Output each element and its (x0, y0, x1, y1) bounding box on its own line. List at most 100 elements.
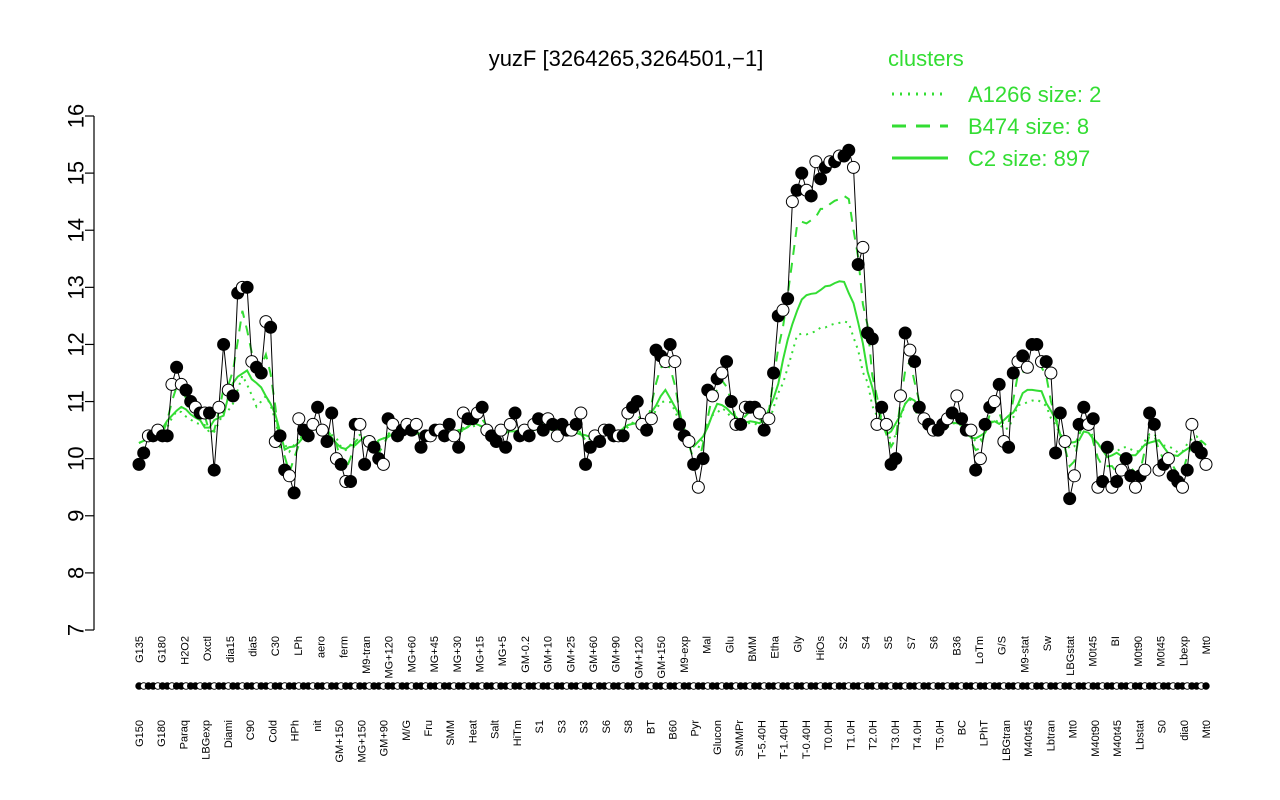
data-point (663, 337, 677, 351)
legend: clusters A1266 size: 2 B474 size: 8 C2 siz… (888, 46, 1101, 171)
data-point (442, 417, 456, 431)
data-point (842, 143, 856, 157)
x-tick-label: Mal (702, 636, 714, 654)
data-point (640, 423, 654, 437)
x-tick-label: B36 (951, 636, 963, 656)
data-point (1016, 349, 1030, 363)
x-tick-label: LPhT (979, 720, 991, 747)
data-point (950, 389, 964, 403)
x-tick-label: S4 (860, 636, 872, 649)
x-tick-label: HiTm (512, 720, 524, 746)
data-point (574, 406, 588, 420)
x-tick-label: M40t45 (1112, 720, 1124, 757)
data-point (1138, 463, 1152, 477)
data-point (264, 320, 278, 334)
x-tick-label: Pyr (690, 720, 702, 737)
x-tick-label: G/S (997, 636, 1009, 655)
data-point (969, 463, 983, 477)
x-tick-label: M9-exp (679, 636, 691, 673)
data-point (522, 429, 536, 443)
data-point (987, 395, 1001, 409)
x-axis-dots (135, 682, 1210, 690)
data-point (781, 292, 795, 306)
data-point (762, 412, 776, 426)
x-tick-label: HiOs (815, 636, 827, 661)
data-point (320, 435, 334, 449)
legend-entry: B474 size: 8 (968, 114, 1089, 139)
data-point (376, 457, 390, 471)
x-tick-label: Cold (267, 720, 279, 743)
data-point (1161, 452, 1175, 466)
data-point (1100, 440, 1114, 454)
x-tick-label: dia15 (225, 636, 237, 663)
data-point (673, 417, 687, 431)
data-point (1006, 366, 1020, 380)
x-tick-label: MG+60 (406, 636, 418, 672)
data-point (499, 440, 513, 454)
x-tick-label: aero (316, 636, 328, 658)
x-tick-label: Lbstat (1134, 720, 1146, 750)
data-point (306, 417, 320, 431)
x-tick-label: SMM (445, 720, 457, 746)
x-tick-label: S0 (1157, 720, 1169, 733)
data-point (1058, 435, 1072, 449)
data-point (964, 423, 978, 437)
data-point (503, 417, 517, 431)
data-point (945, 406, 959, 420)
x-tick-label: GM+10 (543, 636, 555, 672)
data-point (240, 280, 254, 294)
x-tick-label: Sw (1042, 636, 1054, 651)
x-tick-label: MG+120 (384, 636, 396, 679)
x-tick-label: G135 (134, 636, 146, 663)
x-tick-label: HPh (290, 720, 302, 741)
y-tick-label: 13 (64, 275, 89, 299)
data-point (757, 423, 771, 437)
x-tick-label: MG+45 (429, 636, 441, 672)
data-point (593, 435, 607, 449)
y-tick-label: 8 (64, 567, 89, 579)
x-tick-label: M40t90 (1090, 720, 1102, 757)
data-point (160, 429, 174, 443)
x-tick-label: S6 (929, 636, 941, 649)
x-tick-label: LoTm (974, 636, 986, 664)
data-point (875, 400, 889, 414)
data-point (447, 429, 461, 443)
x-tick-label: T4.0H (912, 720, 924, 750)
x-tick-label: T5.0H (934, 720, 946, 750)
x-tick-label: Etha (770, 635, 782, 659)
data-point (682, 435, 696, 449)
x-tick-label: BC (956, 720, 968, 735)
data-point (489, 435, 503, 449)
x-tick-label: Oxctl (202, 636, 214, 661)
x-tick-label: nit (312, 720, 324, 732)
x-tick-label: BT (645, 720, 657, 734)
data-point (644, 412, 658, 426)
data-point (1044, 366, 1058, 380)
x-tick-label: S8 (623, 720, 635, 733)
data-point (207, 463, 221, 477)
data-point (1063, 492, 1077, 506)
x-tick-label: LBGtran (1001, 720, 1013, 761)
data-point (668, 355, 682, 369)
data-point (367, 440, 381, 454)
data-point (752, 406, 766, 420)
x-tick-label: T1.0H (845, 720, 857, 750)
x-tick-label: S3 (556, 720, 568, 733)
x-axis-labels: G135 G180 H2O2 Oxctl dia15 dia5 C30 LPh aero ferm… (134, 635, 1213, 762)
x-tick-label: T2.0H (868, 720, 880, 750)
x-tick-label: MG+150 (356, 720, 368, 763)
legend-entry: A1266 size: 2 (968, 82, 1101, 107)
data-point (226, 389, 240, 403)
data-point (292, 412, 306, 426)
x-tick-label: LPh (293, 636, 305, 656)
data-point (1119, 452, 1133, 466)
data-point (301, 429, 315, 443)
x-tick-label: M9-stat (1019, 636, 1031, 673)
data-point (1020, 360, 1034, 374)
x-tick-label: dia5 (248, 636, 260, 657)
data-point (579, 457, 593, 471)
x-tick-label: MG+30 (452, 636, 464, 672)
data-point (851, 257, 865, 271)
data-point (814, 172, 828, 186)
